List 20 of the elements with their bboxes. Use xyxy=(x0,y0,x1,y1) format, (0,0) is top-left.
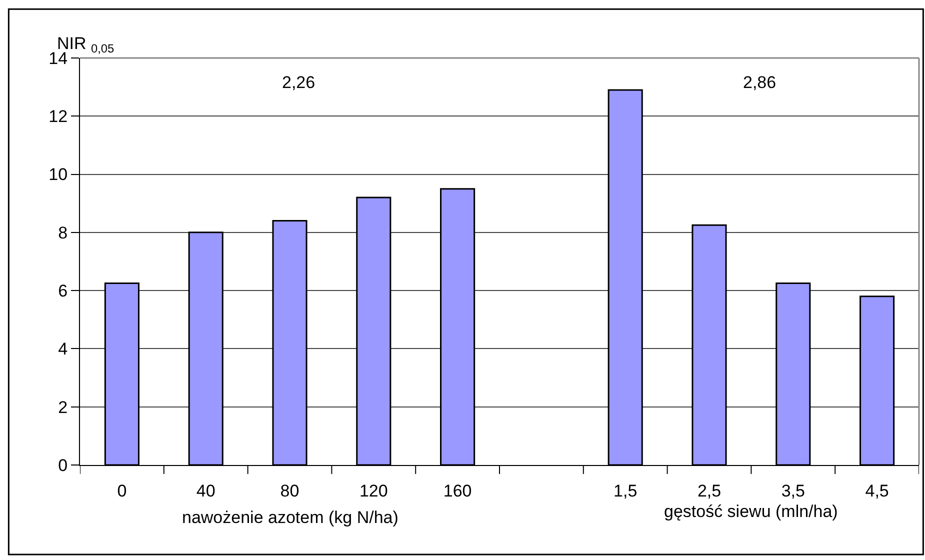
y-tick-label: 2 xyxy=(58,398,68,417)
x-tick-label: 1,5 xyxy=(614,481,638,500)
annotation: 2,26 xyxy=(282,73,316,92)
y-tick-label: 8 xyxy=(58,223,68,242)
y-tick-label: 10 xyxy=(48,165,68,184)
x-tick-label: 2,5 xyxy=(697,481,722,500)
x-tick-label: 0 xyxy=(117,481,127,500)
annotation: 2,86 xyxy=(743,73,776,92)
x-axis-title: nawożenie azotem (kg N/ha) xyxy=(182,508,398,527)
text: gęstość siewu (mln/ha) xyxy=(664,502,838,521)
y-tick-label: 4 xyxy=(58,340,68,359)
x-tick-label: 4,5 xyxy=(865,481,889,500)
x-tick-label: 40 xyxy=(196,481,216,500)
x-tick-label: 120 xyxy=(359,481,388,500)
y-tick-label: 0 xyxy=(58,456,68,475)
x-tick-label: 3,5 xyxy=(781,481,805,500)
y-tick-label: 6 xyxy=(58,282,68,301)
x-tick-label: 80 xyxy=(280,481,300,500)
x-tick-label: 160 xyxy=(443,481,472,500)
y-tick-label: 12 xyxy=(48,107,68,126)
